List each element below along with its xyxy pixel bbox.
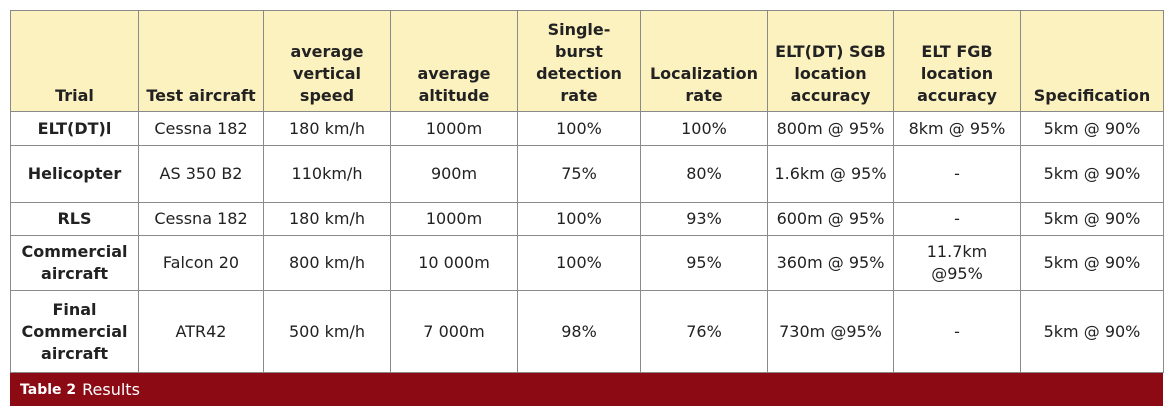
table-cell: 5km @ 90% (1020, 202, 1164, 236)
row-header-cell: Helicopter (10, 145, 139, 203)
table-cell: - (893, 145, 1021, 203)
table-cell: Cessna 182 (138, 111, 264, 146)
caption-text: Results (82, 380, 140, 399)
table-row: RLS Cessna 182 180 km/h 1000m 100% 93% 600m @ … (10, 202, 1164, 236)
caption-label: Table 2 (20, 381, 77, 398)
results-table-figure: Trial Test aircraft average vertical speed… (10, 10, 1164, 406)
table-cell: 95% (640, 235, 768, 291)
header-cell: Single-burst detection rate (517, 10, 641, 112)
header-cell: Localization rate (640, 10, 768, 112)
header-row: Trial Test aircraft average vertical speed… (10, 10, 1164, 112)
table-cell: 1000m (390, 111, 518, 146)
header-cell: Test aircraft (138, 10, 264, 112)
table-cell: - (893, 202, 1021, 236)
table-row: Final Commercial aircraft ATR42 500 km/h 7 … (10, 290, 1164, 373)
table-cell: AS 350 B2 (138, 145, 264, 203)
table-cell: 360m @ 95% (767, 235, 894, 291)
table-cell: 10 000m (390, 235, 518, 291)
row-header-cell: RLS (10, 202, 139, 236)
table-cell: 5km @ 90% (1020, 111, 1164, 146)
table-cell: 730m @95% (767, 290, 894, 373)
table-cell: 5km @ 90% (1020, 235, 1164, 291)
table-cell: 80% (640, 145, 768, 203)
table-cell: 93% (640, 202, 768, 236)
table-cell: 800m @ 95% (767, 111, 894, 146)
table-cell: 5km @ 90% (1020, 290, 1164, 373)
header-cell: ELT FGB location accuracy (893, 10, 1021, 112)
table-row: Commercial aircraft Falcon 20 800 km/h 10 0… (10, 235, 1164, 291)
table-cell: 180 km/h (263, 202, 391, 236)
table-cell: - (893, 290, 1021, 373)
table-row: ELT(DT)l Cessna 182 180 km/h 1000m 100% 100% 8… (10, 111, 1164, 146)
table-cell: 75% (517, 145, 641, 203)
table-cell: Falcon 20 (138, 235, 264, 291)
table-cell: 110km/h (263, 145, 391, 203)
table-cell: 76% (640, 290, 768, 373)
table-cell: 8km @ 95% (893, 111, 1021, 146)
table-cell: 100% (517, 111, 641, 146)
table-cell: 900m (390, 145, 518, 203)
row-header-cell: Final Commercial aircraft (10, 290, 139, 373)
table-row: Helicopter AS 350 B2 110km/h 900m 75% 80% 1.6k… (10, 145, 1164, 203)
table-cell: 600m @ 95% (767, 202, 894, 236)
table-cell: 7 000m (390, 290, 518, 373)
table-cell: 500 km/h (263, 290, 391, 373)
header-cell: average vertical speed (263, 10, 391, 112)
header-cell: Specification (1020, 10, 1164, 112)
results-table: Trial Test aircraft average vertical speed… (10, 10, 1164, 373)
table-cell: 1.6km @ 95% (767, 145, 894, 203)
row-header-cell: Commercial aircraft (10, 235, 139, 291)
table-cell: 11.7km @95% (893, 235, 1021, 291)
table-cell: 5km @ 90% (1020, 145, 1164, 203)
table-cell: 98% (517, 290, 641, 373)
table-cell: Cessna 182 (138, 202, 264, 236)
caption-bar: Table 2 Results (10, 373, 1163, 406)
header-cell: average altitude (390, 10, 518, 112)
row-header-cell: ELT(DT)l (10, 111, 139, 146)
header-cell: ELT(DT) SGB location accuracy (767, 10, 894, 112)
header-cell: Trial (10, 10, 139, 112)
table-cell: 100% (640, 111, 768, 146)
table-cell: 180 km/h (263, 111, 391, 146)
table-cell: 1000m (390, 202, 518, 236)
table-cell: ATR42 (138, 290, 264, 373)
table-cell: 100% (517, 235, 641, 291)
table-cell: 100% (517, 202, 641, 236)
table-cell: 800 km/h (263, 235, 391, 291)
